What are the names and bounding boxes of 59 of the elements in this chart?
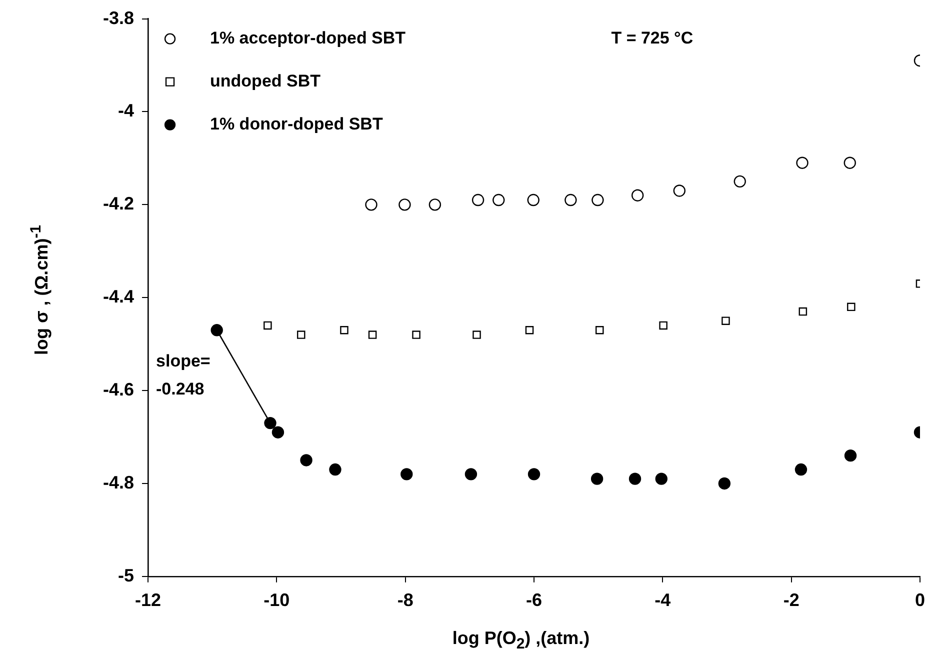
- point: [847, 302, 856, 312]
- y-tick-label: -4.2: [102, 194, 134, 214]
- point: [844, 156, 856, 169]
- point: [296, 330, 306, 339]
- point: [210, 324, 223, 336]
- x-tick-label: -6: [526, 590, 542, 610]
- legend-label: undoped SBT: [210, 71, 322, 90]
- point: [398, 198, 411, 211]
- y-tick-label: -4.4: [102, 286, 134, 307]
- point: [528, 468, 540, 480]
- y-tick-label: -4: [118, 100, 134, 121]
- point: [400, 468, 413, 480]
- point: [464, 468, 478, 480]
- y-tick-label: -4.8: [102, 472, 134, 492]
- y-tick-label: -3.8: [102, 8, 134, 28]
- point: [525, 326, 534, 334]
- point: [527, 194, 540, 206]
- x-tick-label: -2: [783, 590, 800, 610]
- annotation: T = 725 °C: [611, 28, 694, 48]
- point: [628, 472, 642, 485]
- point: [365, 198, 378, 211]
- x-tick-label: -4: [654, 590, 671, 610]
- point: [272, 426, 284, 438]
- y-tick-label: -5: [118, 565, 134, 586]
- point: [844, 449, 857, 462]
- point: [794, 463, 808, 476]
- point: [368, 330, 377, 339]
- point: [564, 194, 577, 206]
- point: [673, 184, 686, 197]
- point: [718, 477, 731, 490]
- point: [592, 194, 604, 206]
- x-tick-label: 0: [914, 590, 926, 610]
- legend-label: 1% acceptor-doped SBT: [210, 28, 406, 48]
- point: [472, 194, 484, 206]
- legend-label: 1% donor-doped SBT: [210, 114, 384, 134]
- y-tick-label: -4.6: [102, 380, 134, 400]
- point: [340, 326, 348, 334]
- point: [428, 198, 442, 211]
- point: [734, 175, 746, 188]
- point: [264, 321, 272, 330]
- point: [472, 330, 481, 339]
- x-tick-label: -10: [264, 590, 290, 610]
- point: [492, 194, 505, 206]
- point: [329, 463, 342, 476]
- point: [798, 307, 808, 316]
- point: [412, 330, 420, 339]
- point: [595, 326, 604, 334]
- point: [590, 472, 604, 485]
- point: [659, 321, 668, 330]
- x-tick-label: -12: [135, 590, 162, 610]
- point: [722, 316, 730, 325]
- point: [300, 454, 312, 466]
- x-tick-label: -8: [397, 590, 414, 610]
- annotation: slope= -0.248: [156, 351, 210, 398]
- point: [264, 416, 276, 430]
- point: [631, 189, 644, 202]
- point: [796, 156, 808, 169]
- x-axis-title: log P(O$_{2}$) ,(atm.): [451, 628, 591, 653]
- point: [655, 472, 668, 485]
